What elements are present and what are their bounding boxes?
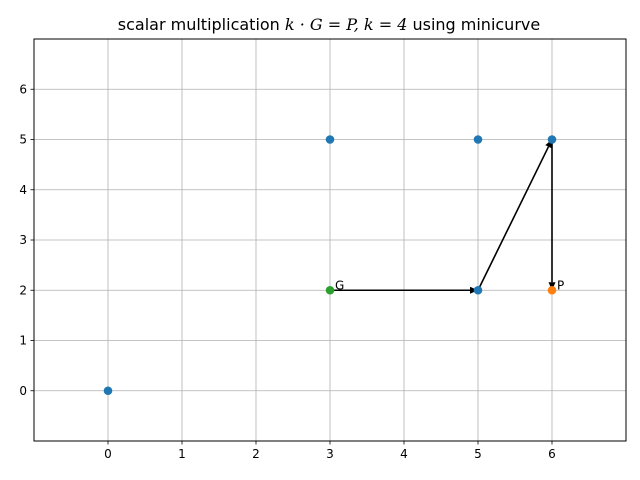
curve-points-marker <box>325 135 335 144</box>
point-labels: PG <box>335 278 564 292</box>
y-tick-label: 3 <box>19 233 27 247</box>
y-tick-label: 2 <box>19 283 27 297</box>
axis-ticks: 0 1 2 3 4 5 6 0 1 2 3 4 5 6 <box>19 82 555 461</box>
data-points <box>103 135 557 396</box>
x-tick-label: 3 <box>326 447 334 461</box>
curve-points-marker <box>103 386 113 396</box>
y-tick-label: 4 <box>19 183 27 197</box>
generator-point-marker <box>325 285 335 295</box>
curve-points-marker <box>473 135 483 144</box>
chart-title: scalar multiplication k · G = P, k = 4 u… <box>118 15 540 34</box>
y-tick-label: 1 <box>19 334 27 348</box>
curve-points-marker <box>547 135 557 144</box>
x-tick-label: 4 <box>400 447 408 461</box>
grid <box>34 39 626 441</box>
point-label-p: P <box>557 278 564 292</box>
curve-points-marker <box>473 285 483 295</box>
x-tick-label: 6 <box>548 447 556 461</box>
x-tick-label: 2 <box>252 447 260 461</box>
step-arrow-shaft <box>477 146 550 291</box>
arrows <box>330 139 556 294</box>
y-tick-label: 5 <box>19 133 27 147</box>
point-label-g: G <box>335 278 344 292</box>
x-tick-label: 1 <box>178 447 186 461</box>
x-tick-label: 5 <box>474 447 482 461</box>
x-tick-label: 0 <box>104 447 112 461</box>
y-tick-label: 6 <box>19 82 27 96</box>
y-tick-label: 0 <box>19 384 27 398</box>
result-point-marker <box>547 285 557 295</box>
